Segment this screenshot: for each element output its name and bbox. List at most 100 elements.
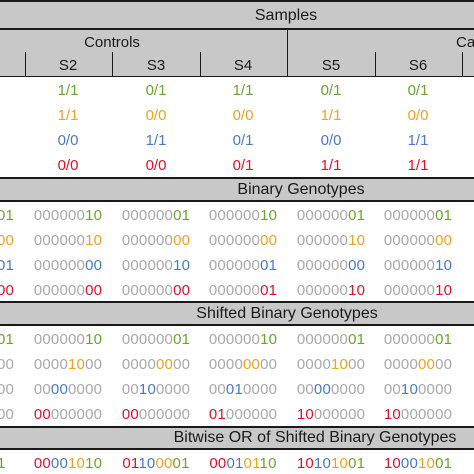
column-divider (287, 52, 288, 76)
binary-genotype-bits: 10 (260, 207, 278, 224)
shifted-cell: 00000001 (122, 332, 190, 347)
shifted-right-padding: 0000 (331, 381, 366, 398)
shifted-header-band (0, 301, 474, 326)
shifted-genotype-bits: 10 (138, 381, 157, 398)
binary-padding: 000000 (33, 207, 86, 224)
shifted-right-padding: 00 (173, 356, 191, 373)
shifted-left-padding: 00 (296, 381, 314, 398)
genotype-cell: 1/1 (145, 132, 167, 149)
binary-genotype-bits: 01 (435, 207, 453, 224)
binary-padding: 000000 (208, 257, 261, 274)
genotype-cell: 1/1 (320, 157, 342, 174)
bitwise-edge-cell: 1 (0, 455, 6, 472)
bitwise-cell: 10101001 (297, 456, 365, 471)
shifted-right-padding: 00 (260, 356, 278, 373)
binary-genotype-bits: 10 (435, 282, 453, 299)
bitwise-bits: 01 (435, 455, 453, 472)
binary-genotype-bits: 10 (85, 232, 103, 249)
shifted-genotype-bits: 00 (50, 381, 69, 398)
binary-padding: 000000 (383, 282, 436, 299)
binary-cell: 00000000 (34, 283, 102, 298)
bitwise-bits: 10 (331, 455, 349, 472)
binary-cell: 00000010 (34, 233, 102, 248)
shifted-genotype-bits: 00 (155, 356, 174, 373)
shifted-edge-cell: 01 (0, 331, 15, 348)
shifted-left-padding: 00 (383, 381, 401, 398)
bitwise-cell: 00001010 (34, 456, 102, 471)
binary-title: Binary Genotypes (237, 181, 365, 198)
binary-genotype-bits: 01 (260, 257, 278, 274)
group-header-band (0, 30, 474, 53)
shifted-cell: 00000010 (209, 332, 277, 347)
shifted-cell: 01000000 (209, 407, 277, 422)
genotype-cell: 0/1 (320, 82, 342, 99)
shifted-cell: 00000001 (384, 332, 452, 347)
controls-label: Controls (84, 34, 140, 51)
shifted-left-padding: 000000 (208, 331, 261, 348)
binary-padding: 000000 (208, 232, 261, 249)
shifted-left-padding: 00 (121, 381, 139, 398)
shifted-cell: 00000000 (122, 357, 190, 372)
shifted-left-padding: 00 (33, 381, 51, 398)
shifted-left-padding: 00 (208, 381, 226, 398)
shifted-genotype-bits: 00 (242, 356, 261, 373)
column-divider (25, 52, 26, 76)
shifted-edge-cell: 00 (0, 406, 15, 423)
genotype-cell: 1/1 (57, 107, 79, 124)
binary-padding: 000000 (121, 232, 174, 249)
binary-genotype-bits: 10 (435, 257, 453, 274)
bitwise-bits: 10 (138, 455, 156, 472)
samples-header-band (0, 0, 474, 30)
binary-edge-cell: 01 (0, 257, 15, 274)
binary-padding: 000000 (383, 232, 436, 249)
binary-genotype-bits: 00 (348, 257, 366, 274)
shifted-right-padding: 000000 (50, 406, 103, 423)
shifted-genotype-bits: 10 (400, 381, 419, 398)
shifted-cell: 00000000 (297, 382, 365, 397)
shifted-left-padding: 000000 (383, 331, 436, 348)
bitwise-header-band (0, 426, 474, 450)
shifted-left-padding: 000000 (121, 331, 174, 348)
bitwise-bits: 00 (50, 455, 68, 472)
shifted-cell: 00100000 (122, 382, 190, 397)
binary-padding: 000000 (296, 257, 349, 274)
shifted-cell: 00000000 (209, 357, 277, 372)
binary-cell: 00000010 (384, 283, 452, 298)
shifted-genotype-bits: 10 (260, 331, 278, 348)
shifted-genotype-bits: 01 (208, 406, 226, 423)
shifted-cell: 00010000 (209, 382, 277, 397)
shifted-right-padding: 0000 (418, 381, 453, 398)
shifted-genotype-bits: 10 (67, 356, 86, 373)
shifted-right-padding: 000000 (313, 406, 366, 423)
binary-genotype-bits: 00 (173, 232, 191, 249)
bitwise-cell: 10001001 (384, 456, 452, 471)
binary-header-band (0, 177, 474, 202)
shifted-title: Shifted Binary Genotypes (196, 305, 378, 322)
column-header-s2: S2 (58, 57, 78, 74)
binary-padding: 000000 (296, 232, 349, 249)
binary-padding: 000000 (33, 282, 86, 299)
binary-padding: 000000 (208, 207, 261, 224)
binary-padding: 000000 (296, 282, 349, 299)
binary-cell: 00000010 (384, 258, 452, 273)
bitwise-title: Bitwise OR of Shifted Binary Genotypes (173, 429, 457, 446)
genotype-cell: 0/0 (57, 132, 79, 149)
bitwise-bits: 10 (259, 455, 277, 472)
binary-genotype-bits: 00 (173, 282, 191, 299)
binary-edge-cell: 00 (0, 232, 15, 249)
binary-padding: 000000 (383, 257, 436, 274)
binary-cell: 00000000 (297, 258, 365, 273)
shifted-genotype-bits: 01 (435, 331, 453, 348)
genotype-cell: 0/0 (57, 157, 79, 174)
genotype-cell: 1/1 (232, 82, 254, 99)
genotype-cell: 0/0 (407, 107, 429, 124)
shifted-genotype-bits: 00 (33, 406, 51, 423)
bitwise-bits: 01 (122, 455, 139, 472)
column-divider (375, 52, 376, 76)
binary-genotype-bits: 00 (85, 257, 103, 274)
group-divider (287, 30, 288, 52)
binary-cell: 00000000 (34, 258, 102, 273)
shifted-right-padding: 00 (435, 356, 453, 373)
bitwise-bits: 00 (400, 455, 418, 472)
